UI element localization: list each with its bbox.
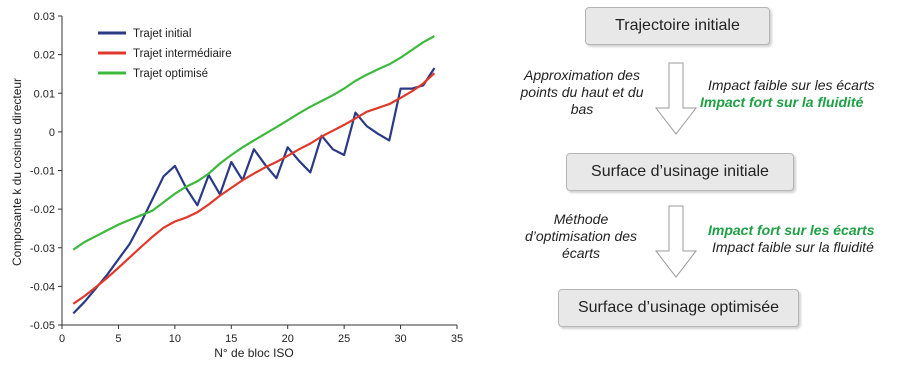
x-tick-label: 0 xyxy=(59,333,65,345)
series-line-trajet-optimise xyxy=(72,35,435,251)
x-tick-label: 25 xyxy=(338,333,350,345)
step1-impact-gaps-note: Impact faible sur les écarts xyxy=(708,77,875,93)
chart-axes: 0 5 10 15 20 25 30 35 -0.05 -0.04 -0.03 -0.02 -0.01 0… xyxy=(30,11,463,345)
y-tick-label: -0.05 xyxy=(30,320,55,332)
y-tick-label: -0.01 xyxy=(30,166,55,178)
x-tick-label: 20 xyxy=(282,333,294,345)
y-tick-label: 0 xyxy=(49,127,55,139)
y-tick-label: 0.01 xyxy=(34,88,55,100)
y-axis-title: Composante k du cosinus directeur xyxy=(10,78,24,266)
step2-impact-smoothness-note: Impact faible sur la fluidité xyxy=(712,239,874,255)
series-line-trajet-intermediaire xyxy=(72,72,436,305)
x-tick-label: 35 xyxy=(451,333,463,345)
chart-series xyxy=(72,35,436,315)
y-tick-label: -0.02 xyxy=(30,204,55,216)
y-tick-label: 0.03 xyxy=(34,11,55,23)
x-tick-label: 5 xyxy=(115,333,121,345)
y-tick-label: 0.02 xyxy=(34,50,55,62)
step2-method-note: Méthode d’optimisation des écarts xyxy=(524,211,638,261)
legend-label: Trajet intermédiaire xyxy=(133,48,232,60)
step2-impact-gaps-note: Impact fort sur les écarts xyxy=(708,222,875,238)
step1-impact-smoothness-note: Impact fort sur la fluidité xyxy=(700,94,864,110)
y-tick-label: -0.04 xyxy=(30,281,55,293)
x-tick-label: 30 xyxy=(394,333,406,345)
legend-label: Trajet optimisé xyxy=(133,68,208,80)
x-tick-label: 10 xyxy=(169,333,181,345)
legend-label: Trajet initial xyxy=(133,28,191,40)
optimized-surface-box: Surface d’usinage optimisée xyxy=(558,289,799,327)
line-chart: 0 5 10 15 20 25 30 35 -0.05 -0.04 -0.03 -0.02 -0.01 0… xyxy=(10,11,463,360)
initial-surface-box: Surface d’usinage initiale xyxy=(566,153,794,191)
series-line-trajet-initial xyxy=(72,67,436,315)
down-arrow-icon xyxy=(655,205,697,278)
chart-legend: Trajet initial Trajet intermédiaire Trajet… xyxy=(98,28,232,80)
initial-trajectory-box: Trajectoire initiale xyxy=(585,7,770,45)
x-axis-title: N° de bloc ISO xyxy=(214,346,294,360)
down-arrow-icon xyxy=(655,62,697,135)
y-tick-label: -0.03 xyxy=(30,243,55,255)
step1-method-note: Approximation des points du haut et du b… xyxy=(520,67,644,117)
x-tick-label: 15 xyxy=(225,333,237,345)
